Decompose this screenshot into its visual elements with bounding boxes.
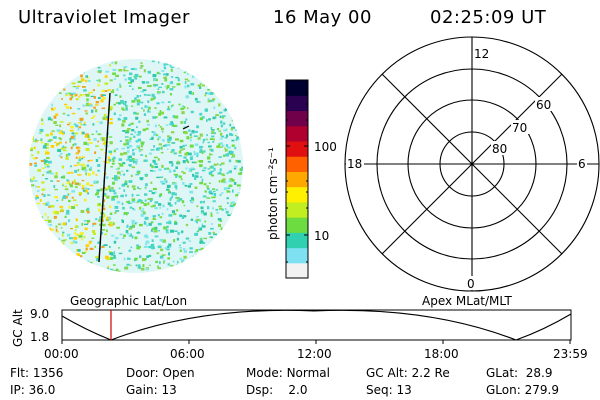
info-gc-alt: GC Alt: 2.2 Re [366, 366, 450, 380]
colorbar-tick-10: 10 [314, 229, 329, 243]
colorbar-segment [286, 247, 308, 264]
apex-title: Apex MLat/MLT [422, 294, 512, 308]
info-seq: Seq: 13 [366, 383, 412, 397]
colorbar-segment [286, 232, 308, 249]
altitude-ylabel: GC Alt [11, 309, 25, 347]
time-label: 02:25:09 UT [430, 7, 547, 28]
info-glat: GLat: 28.9 [486, 366, 553, 380]
info-mode: Mode: Normal [246, 366, 330, 380]
lat-label-80: 80 [492, 142, 507, 156]
info-flt: Flt: 1356 [10, 366, 64, 380]
colorbar: 100 10 photon cm⁻²s⁻¹ [266, 79, 337, 279]
image-tick-mark [182, 125, 190, 130]
polar-grid [344, 36, 600, 292]
colorbar-segment [286, 80, 308, 96]
colorbar-segment [286, 262, 308, 279]
terminator-line [98, 92, 111, 263]
mlt-label-0: 0 [467, 277, 475, 291]
altitude-plot: Geographic Lat/Lon Apex MLat/MLT GC Alt … [11, 294, 588, 361]
colorbar-segment [286, 156, 308, 172]
colorbar-tick-100: 100 [314, 140, 337, 154]
instrument-title: Ultraviolet Imager [18, 7, 190, 28]
xtick-0000: 00:00 [44, 347, 79, 361]
colorbar-segment [286, 186, 308, 203]
xtick-1200: 12:00 [297, 347, 332, 361]
polar-labels: 12 18 6 0 60 70 80 [346, 46, 587, 291]
colorbar-unit-label: photon cm⁻²s⁻¹ [266, 147, 280, 240]
xtick-0600: 06:00 [170, 347, 205, 361]
lat-label-70: 70 [512, 121, 527, 135]
info-gain: Gain: 13 [126, 383, 177, 397]
mlt-label-18: 18 [347, 157, 362, 171]
info-dsp: Dsp: 2.0 [246, 383, 308, 397]
colorbar-segment [286, 125, 308, 142]
lat-label-60: 60 [536, 98, 551, 112]
date-label: 16 May 00 [273, 7, 372, 28]
colorbar-segment [286, 217, 308, 233]
info-ip: IP: 36.0 [10, 383, 56, 397]
colorbar-segment [286, 171, 308, 188]
colorbar-segment [286, 95, 308, 112]
ytick-low: 1.8 [30, 330, 49, 344]
mlt-label-12: 12 [474, 47, 489, 61]
xtick-2359: 23:59 [553, 347, 588, 361]
mlt-label-6: 6 [578, 157, 586, 171]
geographic-title: Geographic Lat/Lon [70, 294, 187, 308]
info-door: Door: Open [126, 366, 195, 380]
colorbar-segment [286, 110, 308, 127]
colorbar-segment [286, 201, 308, 218]
info-glon: GLon: 279.9 [486, 383, 559, 397]
ytick-high: 9.0 [30, 307, 49, 321]
colorbar-segment [286, 140, 308, 157]
xtick-1800: 18:00 [424, 347, 459, 361]
altitude-curve [61, 309, 572, 341]
uv-image-disk [29, 59, 243, 273]
